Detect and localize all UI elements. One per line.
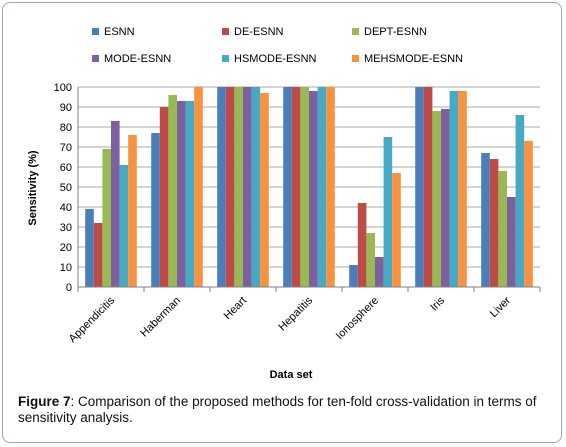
bar — [225, 87, 235, 287]
bar — [251, 87, 261, 287]
legend-swatch — [92, 28, 99, 35]
legend-label: DEPT-ESNN — [364, 26, 427, 38]
bar — [234, 87, 243, 287]
bar — [515, 115, 525, 287]
legend-label: HSMODE-ESNN — [234, 53, 317, 65]
bar — [458, 91, 467, 287]
legend-swatch — [352, 55, 359, 62]
figure-frame — [2, 2, 562, 443]
bar — [357, 203, 367, 287]
bar — [349, 265, 358, 287]
bar — [243, 87, 252, 287]
bar — [185, 101, 195, 287]
chart-axes — [77, 87, 541, 292]
x-tick-label: Haberman — [138, 295, 183, 340]
x-axis-title: Data set — [270, 369, 313, 381]
bar — [119, 165, 129, 287]
figure-label: Figure 7 — [18, 394, 71, 409]
figure-caption-text: : Comparison of the proposed methods for… — [18, 394, 537, 425]
bar — [260, 93, 269, 287]
x-tick-label: Ionosphere — [334, 295, 381, 342]
bar — [177, 101, 186, 287]
bar — [85, 209, 94, 287]
bar — [375, 257, 384, 287]
bar — [128, 135, 137, 287]
bar — [317, 87, 327, 287]
y-tick-label: 50 — [60, 182, 72, 194]
legend-label: MODE-ESNN — [104, 53, 171, 65]
bar — [194, 87, 203, 287]
legend-label: MEHSMODE-ESNN — [364, 53, 463, 65]
bar — [449, 91, 459, 287]
y-tick-label: 70 — [60, 142, 72, 154]
legend-label: ESNN — [104, 26, 135, 38]
bar — [151, 133, 160, 287]
y-tick-label: 20 — [60, 242, 72, 254]
y-tick-label: 0 — [66, 282, 72, 294]
bar — [283, 87, 292, 287]
y-tick-label: 100 — [54, 82, 72, 94]
bar — [481, 153, 490, 287]
bar — [102, 149, 111, 287]
x-tick-label: Iris — [428, 294, 447, 313]
x-axis-ticks: Appendicitis Haberman Heart Hepatitis Ionosp… — [67, 294, 514, 345]
chart-legend: ESNN DE-ESNN DEPT-ESNN MODE-ESNN HSMODE-ESNN… — [92, 26, 463, 65]
legend-swatch — [222, 28, 229, 35]
legend-swatch — [352, 28, 359, 35]
bar — [111, 121, 120, 287]
bar — [423, 87, 433, 287]
x-tick-label: Liver — [488, 294, 514, 320]
bar — [392, 173, 401, 287]
figure-caption: Figure 7: Comparison of the proposed met… — [18, 394, 552, 426]
bar — [432, 111, 441, 287]
bar — [441, 109, 450, 287]
bar — [366, 233, 375, 287]
bar — [489, 159, 499, 287]
bar — [507, 197, 516, 287]
y-tick-label: 30 — [60, 222, 72, 234]
y-axis-title: Sensitivity (%) — [27, 150, 39, 226]
bar — [168, 95, 177, 287]
y-tick-label: 40 — [60, 202, 72, 214]
x-tick-label: Hepatitis — [276, 294, 315, 333]
bar — [93, 223, 103, 287]
bar — [524, 141, 533, 287]
legend-swatch — [222, 55, 229, 62]
bar — [217, 87, 226, 287]
y-axis-ticks: 0 10 20 30 40 50 60 70 80 90 100 — [54, 82, 72, 294]
y-tick-label: 80 — [60, 122, 72, 134]
bar — [498, 171, 507, 287]
bar — [291, 87, 301, 287]
bar — [159, 107, 169, 287]
y-tick-label: 60 — [60, 162, 72, 174]
bar — [383, 137, 393, 287]
y-tick-label: 90 — [60, 102, 72, 114]
chart-bars — [85, 87, 533, 287]
bar — [415, 87, 424, 287]
bar — [309, 91, 318, 287]
bar — [300, 87, 309, 287]
bar — [326, 87, 335, 287]
legend-label: DE-ESNN — [234, 26, 284, 38]
x-tick-label: Heart — [222, 295, 250, 323]
x-tick-label: Appendicitis — [67, 294, 118, 345]
sensitivity-bar-chart: ESNN DE-ESNN DEPT-ESNN MODE-ESNN HSMODE-ESNN… — [27, 26, 541, 381]
y-tick-label: 10 — [60, 262, 72, 274]
legend-swatch — [92, 55, 99, 62]
